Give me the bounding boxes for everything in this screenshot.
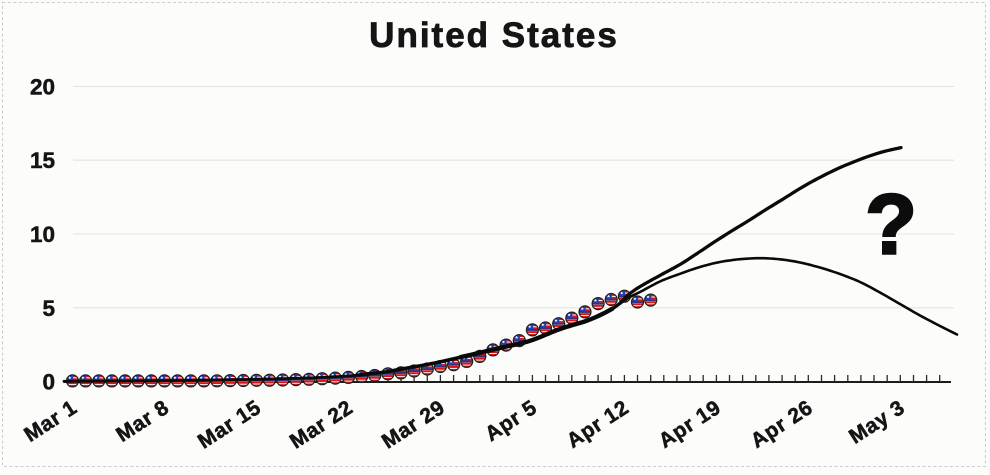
svg-text:Mar 1: Mar 1 xyxy=(20,396,81,447)
svg-text:Mar 8: Mar 8 xyxy=(112,396,173,447)
svg-text:Mar 22: Mar 22 xyxy=(286,396,357,453)
svg-text:Apr 12: Apr 12 xyxy=(563,396,633,453)
svg-text:10: 10 xyxy=(30,222,55,247)
svg-text:Mar 29: Mar 29 xyxy=(378,396,449,453)
svg-text:Apr 26: Apr 26 xyxy=(747,396,817,453)
svg-text:May 3: May 3 xyxy=(845,396,909,449)
svg-text:0: 0 xyxy=(42,370,55,395)
svg-text:15: 15 xyxy=(30,148,55,173)
svg-text:Apr 5: Apr 5 xyxy=(481,396,541,446)
svg-text:5: 5 xyxy=(42,296,55,321)
svg-text:20: 20 xyxy=(30,75,55,100)
svg-text:Apr 19: Apr 19 xyxy=(655,396,725,453)
svg-text:?: ? xyxy=(865,178,917,273)
svg-text:Mar 15: Mar 15 xyxy=(194,396,265,453)
svg-text:United States: United States xyxy=(369,16,619,55)
